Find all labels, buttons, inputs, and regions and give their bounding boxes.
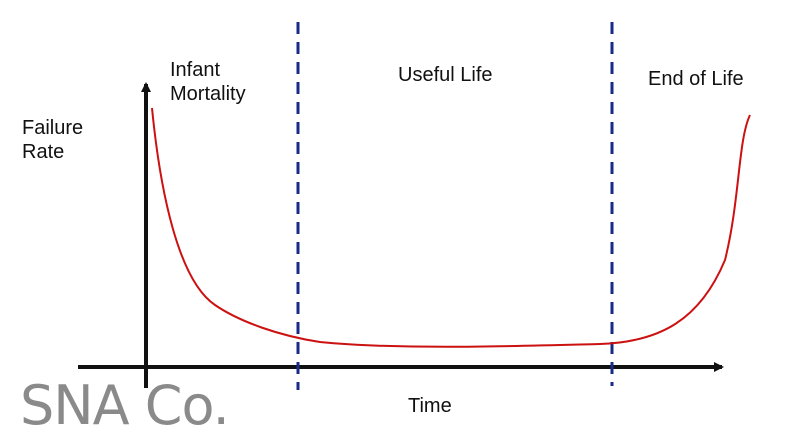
y-axis-label: Failure Rate xyxy=(22,117,84,163)
region-label-end-of-life: End of Life xyxy=(648,68,744,90)
region-label-useful-life: Useful Life xyxy=(398,64,493,86)
region-label-infant-mortality: Infant Mortality xyxy=(170,59,246,105)
failure-rate-curve xyxy=(151,107,751,348)
company-logo: SNA Co. xyxy=(20,374,230,437)
x-axis-label: Time xyxy=(408,395,452,417)
